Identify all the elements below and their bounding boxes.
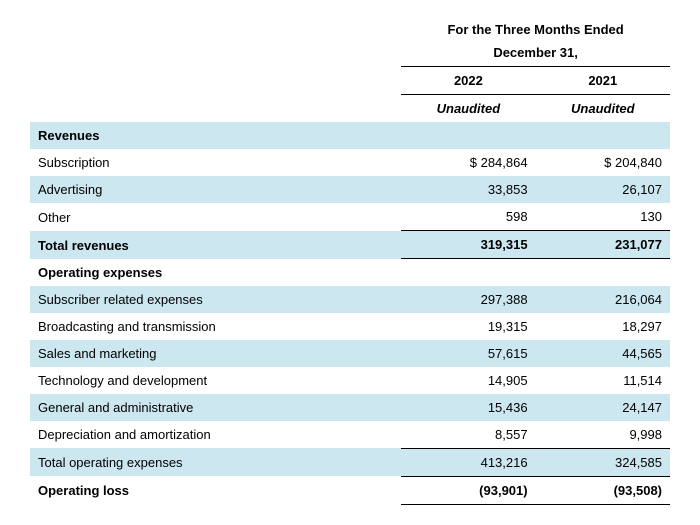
- header-sub-row: December 31,: [30, 43, 670, 67]
- cell: 11,514: [536, 367, 670, 394]
- cell: (93,901): [401, 476, 535, 504]
- cell: 319,315: [401, 231, 535, 259]
- row-label: Subscription: [30, 149, 401, 176]
- cell: 130: [536, 203, 670, 231]
- row-label: Other: [30, 203, 401, 231]
- row-label: Depreciation and amortization: [30, 421, 401, 449]
- table-row: Subscription $ 284,864 $ 204,840: [30, 149, 670, 176]
- cell: 24,147: [536, 394, 670, 421]
- row-label: Advertising: [30, 176, 401, 203]
- revenues-title: Revenues: [30, 122, 401, 149]
- cell: 231,077: [536, 231, 670, 259]
- cell: $ 204,840: [536, 149, 670, 176]
- cell: 57,615: [401, 340, 535, 367]
- table-row: Sales and marketing 57,615 44,565: [30, 340, 670, 367]
- cell: 324,585: [536, 448, 670, 476]
- cell: 413,216: [401, 448, 535, 476]
- row-label: Operating loss: [30, 476, 401, 504]
- cell: 598: [401, 203, 535, 231]
- cell: 15,436: [401, 394, 535, 421]
- income-statement-table: For the Three Months Ended December 31, …: [30, 20, 670, 505]
- table-row: Broadcasting and transmission 19,315 18,…: [30, 313, 670, 340]
- period-date: December 31,: [401, 43, 670, 67]
- audit-0: Unaudited: [401, 95, 535, 123]
- opex-title: Operating expenses: [30, 259, 401, 286]
- cell: 44,565: [536, 340, 670, 367]
- year-row: 2022 2021: [30, 67, 670, 95]
- table-row: Subscriber related expenses 297,388 216,…: [30, 286, 670, 313]
- row-label: Sales and marketing: [30, 340, 401, 367]
- table-row: Advertising 33,853 26,107: [30, 176, 670, 203]
- row-label: Total revenues: [30, 231, 401, 259]
- col-year-0: 2022: [401, 67, 535, 95]
- table-row: Other 598 130: [30, 203, 670, 231]
- audit-1: Unaudited: [536, 95, 670, 123]
- cell: 26,107: [536, 176, 670, 203]
- audit-row: Unaudited Unaudited: [30, 95, 670, 123]
- header-super-row: For the Three Months Ended: [30, 20, 670, 43]
- cell: 9,998: [536, 421, 670, 449]
- operating-loss-row: Operating loss (93,901) (93,508): [30, 476, 670, 504]
- total-revenues-row: Total revenues 319,315 231,077: [30, 231, 670, 259]
- row-label: Total operating expenses: [30, 448, 401, 476]
- period-header: For the Three Months Ended: [401, 20, 670, 43]
- row-label: Technology and development: [30, 367, 401, 394]
- cell: 297,388: [401, 286, 535, 313]
- row-label: Subscriber related expenses: [30, 286, 401, 313]
- cell: 33,853: [401, 176, 535, 203]
- cell: 14,905: [401, 367, 535, 394]
- total-opex-row: Total operating expenses 413,216 324,585: [30, 448, 670, 476]
- table-row: Technology and development 14,905 11,514: [30, 367, 670, 394]
- cell: 19,315: [401, 313, 535, 340]
- cell: 8,557: [401, 421, 535, 449]
- cell: 18,297: [536, 313, 670, 340]
- cell: (93,508): [536, 476, 670, 504]
- table-row: Depreciation and amortization 8,557 9,99…: [30, 421, 670, 449]
- table-row: General and administrative 15,436 24,147: [30, 394, 670, 421]
- col-year-1: 2021: [536, 67, 670, 95]
- revenues-title-row: Revenues: [30, 122, 670, 149]
- row-label: General and administrative: [30, 394, 401, 421]
- table: For the Three Months Ended December 31, …: [30, 20, 670, 505]
- row-label: Broadcasting and transmission: [30, 313, 401, 340]
- cell: 216,064: [536, 286, 670, 313]
- opex-title-row: Operating expenses: [30, 259, 670, 286]
- cell: $ 284,864: [401, 149, 535, 176]
